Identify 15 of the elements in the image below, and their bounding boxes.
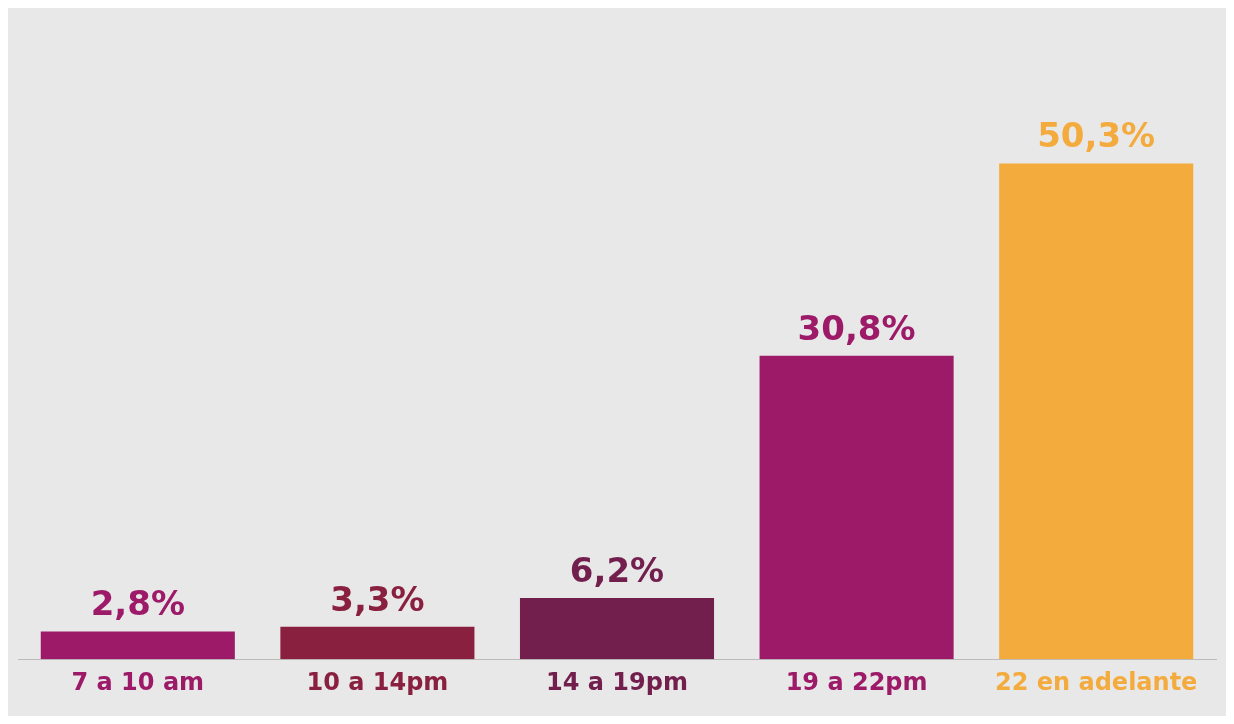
data-label: 50,3% <box>1037 115 1156 156</box>
x-tick-label: 10 a 14pm <box>306 667 449 696</box>
bar <box>759 355 954 660</box>
bar <box>40 631 235 660</box>
x-tick-label: 22 en adelante <box>995 667 1198 696</box>
data-label: 6,2% <box>569 549 665 590</box>
x-tick-label: 7 a 10 am <box>71 667 205 696</box>
x-tick-label: 14 a 19pm <box>546 667 688 696</box>
bar <box>280 626 475 660</box>
x-tick-label: 19 a 22pm <box>785 667 928 696</box>
data-label: 3,3% <box>330 578 425 619</box>
bar <box>999 163 1194 660</box>
data-label: 2,8% <box>90 583 185 624</box>
bar <box>519 598 715 660</box>
data-label: 30,8% <box>797 307 916 348</box>
